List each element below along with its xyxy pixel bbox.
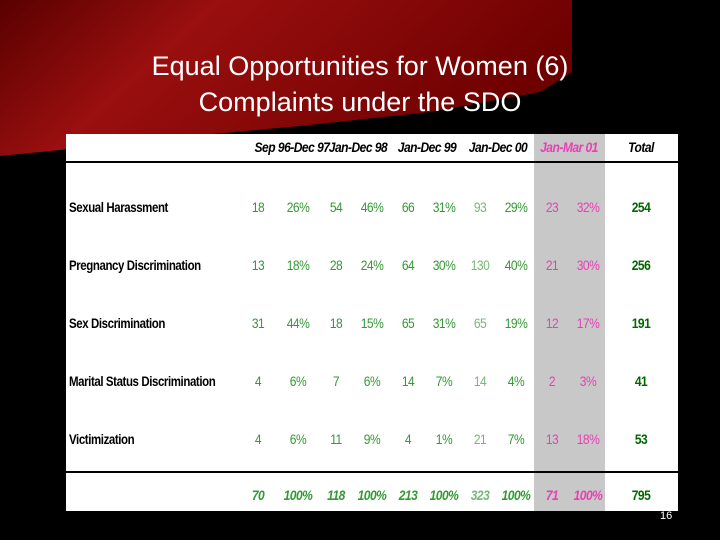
footer-cell: 323 xyxy=(470,487,490,503)
footer-cell: 71 xyxy=(545,487,559,503)
footer-cell: 100% xyxy=(283,487,313,503)
row-label-pregnancy-discrimination: Pregnancy Discrimination xyxy=(69,257,201,273)
table-cell: 2 xyxy=(548,373,556,389)
table-cell: 65 xyxy=(473,315,487,331)
table-cell: 64 xyxy=(401,257,415,273)
row-total: 41 xyxy=(634,373,648,389)
table-cell: 4 xyxy=(254,431,262,447)
table-cell: 65 xyxy=(401,315,415,331)
table-cell: 24% xyxy=(360,257,384,273)
footer-cell: 213 xyxy=(398,487,418,503)
table-cell: 28 xyxy=(329,257,343,273)
table-cell: 14 xyxy=(473,373,487,389)
table-cell: 18 xyxy=(329,315,343,331)
table-cell: 6% xyxy=(289,431,307,447)
row-label-sexual-harassment: Sexual Harassment xyxy=(69,199,168,215)
table-cell: 40% xyxy=(504,257,528,273)
table-cell: 7 xyxy=(332,373,340,389)
table-cell: 44% xyxy=(286,315,310,331)
footer-cell: 100% xyxy=(429,487,459,503)
row-total: 191 xyxy=(631,315,651,331)
header-divider xyxy=(66,161,678,163)
table-cell: 6% xyxy=(363,373,381,389)
row-total: 254 xyxy=(631,199,651,215)
table-cell: 17% xyxy=(576,315,600,331)
table-cell: 4% xyxy=(507,373,525,389)
header-jan-mar01: Jan-Mar 01 xyxy=(540,139,598,155)
footer-cell: 100% xyxy=(573,487,603,503)
table-cell: 7% xyxy=(507,431,525,447)
highlight-column-jan-mar-01 xyxy=(534,134,605,511)
table-cell: 21 xyxy=(545,257,559,273)
table-cell: 26% xyxy=(286,199,310,215)
table-cell: 23 xyxy=(545,199,559,215)
table-cell: 12 xyxy=(545,315,559,331)
table-cell: 15% xyxy=(360,315,384,331)
complaints-table: Sep 96-Dec 97 Jan-Dec 98 Jan-Dec 99 Jan-… xyxy=(66,134,678,511)
table-cell: 30% xyxy=(576,257,600,273)
grand-total: 795 xyxy=(631,487,651,503)
table-cell: 31% xyxy=(432,199,456,215)
table-cell: 3% xyxy=(579,373,597,389)
table-cell: 29% xyxy=(504,199,528,215)
table-cell: 66 xyxy=(401,199,415,215)
table-cell: 1% xyxy=(435,431,453,447)
footer-cell: 100% xyxy=(501,487,531,503)
table-cell: 21 xyxy=(473,431,487,447)
table-cell: 18 xyxy=(251,199,265,215)
table-cell: 13 xyxy=(545,431,559,447)
footer-divider xyxy=(66,471,678,473)
table-cell: 30% xyxy=(432,257,456,273)
table-cell: 130 xyxy=(470,257,490,273)
row-label-marital-status-discrimination: Marital Status Discrimination xyxy=(69,373,216,389)
page-number: 16 xyxy=(660,510,673,522)
table-cell: 11 xyxy=(330,431,342,447)
table-cell: 4 xyxy=(404,431,412,447)
table-cell: 18% xyxy=(576,431,600,447)
table-cell: 54 xyxy=(329,199,343,215)
row-label-victimization: Victimization xyxy=(69,431,135,447)
table-cell: 7% xyxy=(435,373,453,389)
header-total: Total xyxy=(628,139,654,155)
slide-title-line2: Complaints under the SDO xyxy=(198,87,522,117)
header-jan-dec98: Jan-Dec 98 xyxy=(328,139,388,155)
table-cell: 4 xyxy=(254,373,262,389)
table-cell: 31 xyxy=(251,315,265,331)
table-cell: 19% xyxy=(504,315,528,331)
slide-title: Equal Opportunities for Women (6) Compla… xyxy=(0,48,720,120)
table-cell: 31% xyxy=(432,315,456,331)
table-cell: 93 xyxy=(473,199,487,215)
footer-cell: 118 xyxy=(327,487,345,503)
table-cell: 18% xyxy=(286,257,310,273)
table-cell: 6% xyxy=(289,373,307,389)
row-total: 53 xyxy=(634,431,648,447)
footer-cell: 70 xyxy=(251,487,265,503)
table-cell: 13 xyxy=(251,257,265,273)
table-cell: 46% xyxy=(360,199,384,215)
header-jan-dec00: Jan-Dec 00 xyxy=(468,139,528,155)
footer-cell: 100% xyxy=(357,487,387,503)
table-cell: 14 xyxy=(401,373,415,389)
slide-title-line1: Equal Opportunities for Women (6) xyxy=(151,51,569,81)
row-total: 256 xyxy=(631,257,651,273)
header-sep96-dec97: Sep 96-Dec 97 xyxy=(254,139,330,155)
row-label-sex-discrimination: Sex Discrimination xyxy=(69,315,165,331)
table-cell: 32% xyxy=(576,199,600,215)
table-cell: 9% xyxy=(363,431,381,447)
header-jan-dec99: Jan-Dec 99 xyxy=(397,139,457,155)
